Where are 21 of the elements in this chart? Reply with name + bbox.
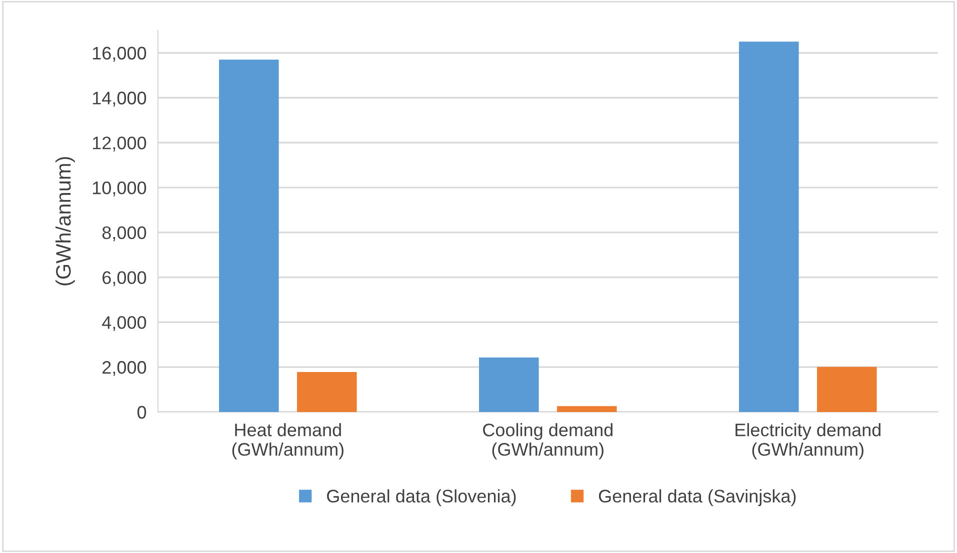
x-tick-label: Electricity demand (GWh/annum) xyxy=(736,423,880,460)
y-tick-label: 4,000 xyxy=(102,316,146,332)
bar xyxy=(478,357,539,412)
y-tick-label: 12,000 xyxy=(92,136,146,152)
x-tick-label: Heat demand (GWh/annum) xyxy=(232,423,344,460)
bar xyxy=(816,366,877,412)
x-tick-label: Cooling demand (GWh/annum) xyxy=(483,423,612,460)
bar xyxy=(556,406,617,412)
y-tick-label: 14,000 xyxy=(92,92,146,107)
legend-label: General data (Savinjska) xyxy=(598,489,796,506)
y-tick-label: 2,000 xyxy=(102,361,146,376)
y-tick-label: 8,000 xyxy=(102,226,146,242)
y-tick-label: 10,000 xyxy=(92,181,146,196)
bar xyxy=(219,60,279,412)
y-axis-title: (GWh/annum) xyxy=(55,157,75,286)
legend-label: General data (Slovenia) xyxy=(327,489,516,506)
bar xyxy=(738,42,799,412)
y-tick-label: 0 xyxy=(137,406,146,419)
y-tick-label: 16,000 xyxy=(92,46,146,62)
y-tick-label: 6,000 xyxy=(102,271,146,286)
bar xyxy=(296,372,357,412)
